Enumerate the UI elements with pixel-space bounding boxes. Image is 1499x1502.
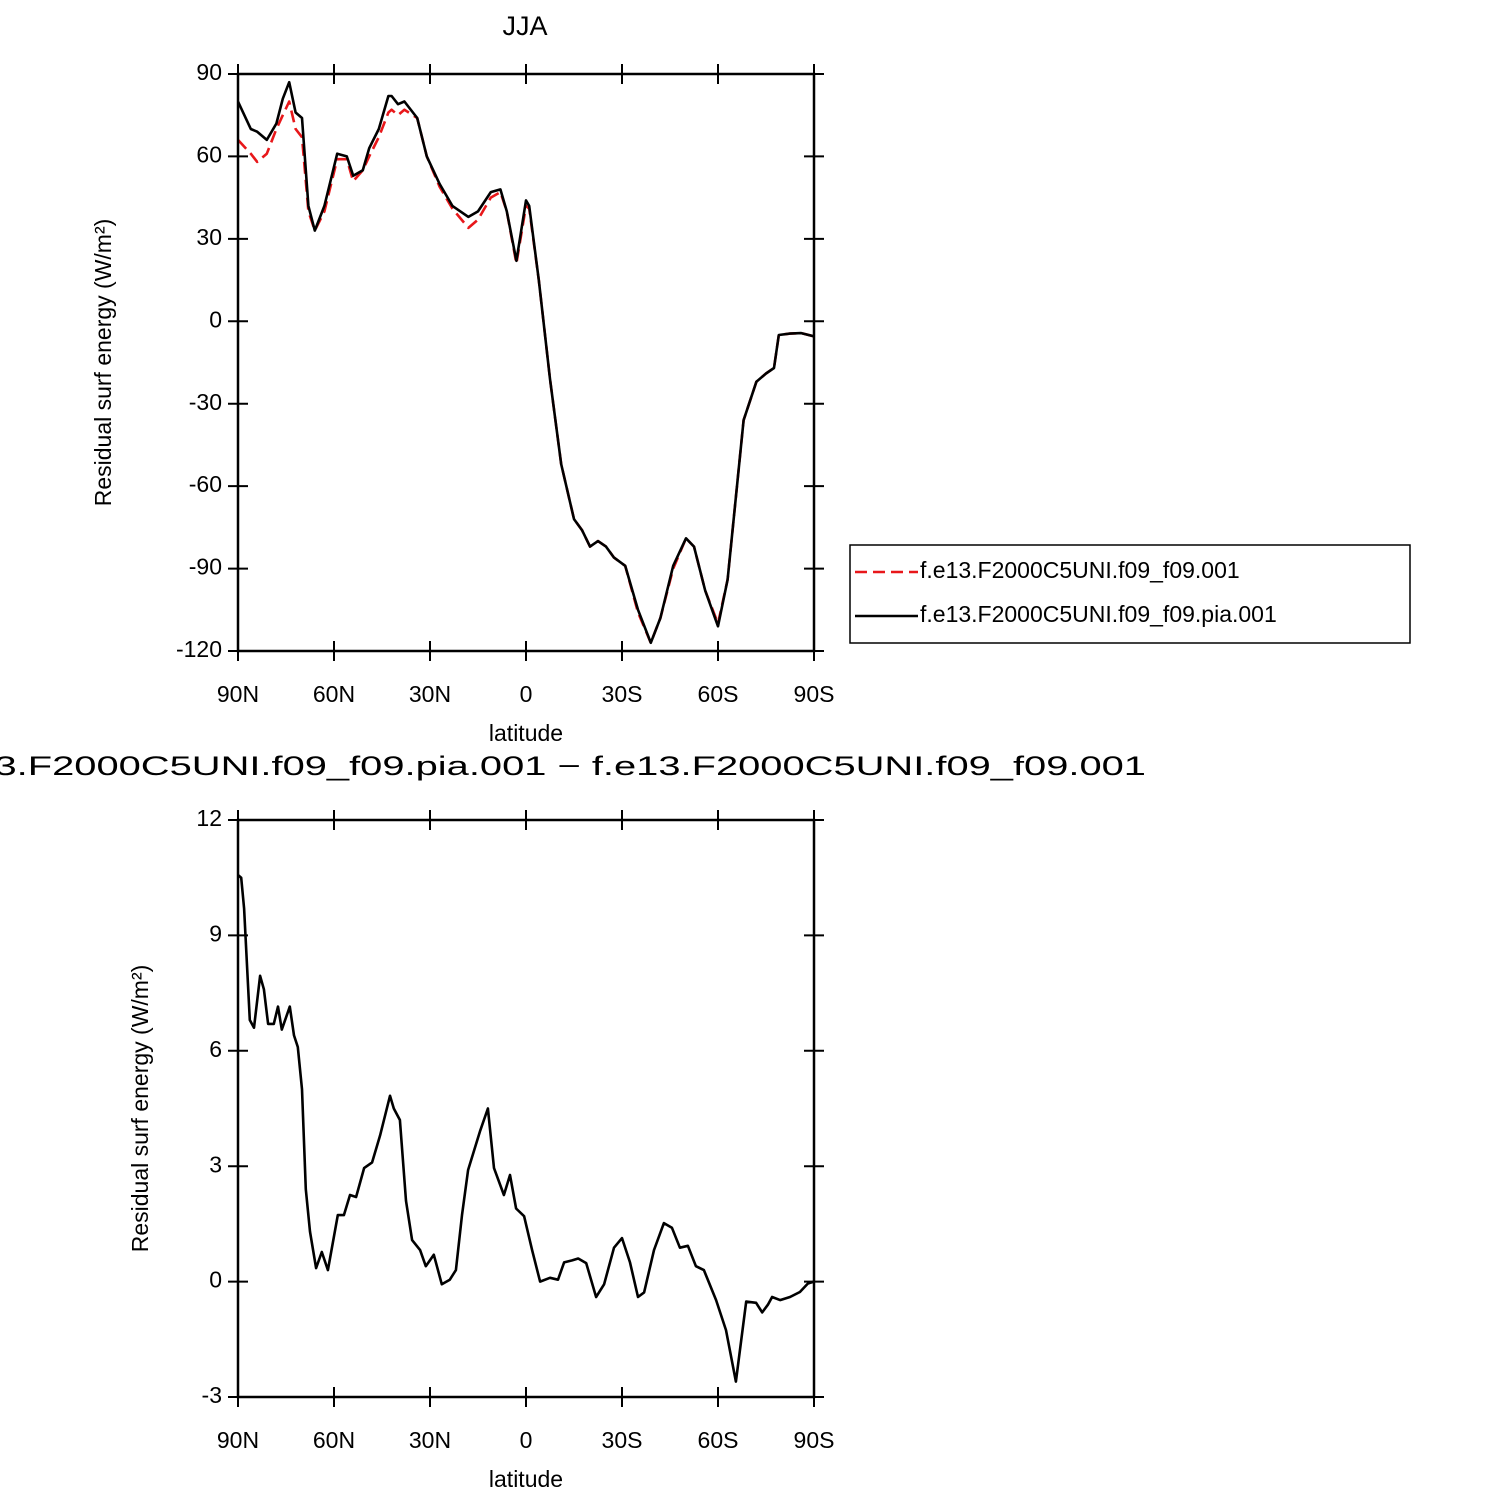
y-tick-label: 60 — [196, 142, 222, 168]
x-tick-label: 30S — [602, 681, 643, 707]
chart-title: f.e13.F2000C5UNI.f09_f09.pia.001 − f.e13… — [0, 751, 1146, 781]
x-tick-label: 30N — [409, 1427, 451, 1453]
x-tick-label: 60N — [313, 681, 355, 707]
legend-label: f.e13.F2000C5UNI.f09_f09.001 — [920, 557, 1240, 583]
y-tick-label: 3 — [209, 1151, 222, 1177]
x-tick-label: 90S — [794, 681, 835, 707]
x-tick-label: 60S — [698, 681, 739, 707]
y-tick-label: 0 — [209, 1267, 222, 1293]
x-tick-label: 30N — [409, 681, 451, 707]
y-tick-label: -3 — [202, 1382, 222, 1408]
x-axis-label: latitude — [489, 1466, 563, 1492]
y-axis-label: Residual surf energy (W/m²) — [90, 219, 116, 507]
y-tick-label: -90 — [189, 554, 222, 580]
plot-frame — [236, 72, 816, 653]
x-tick-label: 0 — [520, 1427, 533, 1453]
legend-box — [849, 544, 1411, 644]
chart-title: JJA — [502, 11, 547, 41]
y-tick-label: 6 — [209, 1036, 222, 1062]
data-line — [238, 80, 814, 645]
x-tick-label: 60N — [313, 1427, 355, 1453]
y-axis-label: Residual surf energy (W/m²) — [127, 965, 153, 1253]
y-tick-label: 90 — [196, 59, 222, 85]
data-line — [238, 874, 814, 1383]
y-tick-label: 0 — [209, 306, 222, 332]
x-axis-label: latitude — [489, 720, 563, 746]
y-tick-label: -30 — [189, 389, 222, 415]
y-tick-label: -120 — [176, 636, 222, 662]
x-tick-label: 0 — [520, 681, 533, 707]
x-tick-label: 90N — [217, 681, 259, 707]
y-tick-label: 30 — [196, 224, 222, 250]
y-tick-label: -60 — [189, 471, 222, 497]
plot-frame — [236, 818, 816, 1399]
x-tick-label: 90N — [217, 1427, 259, 1453]
data-line — [238, 100, 814, 645]
x-tick-label: 30S — [602, 1427, 643, 1453]
legend-label: f.e13.F2000C5UNI.f09_f09.pia.001 — [920, 601, 1277, 627]
x-tick-label: 60S — [698, 1427, 739, 1453]
y-tick-label: 9 — [209, 920, 222, 946]
y-tick-label: 12 — [196, 805, 222, 831]
x-tick-label: 90S — [794, 1427, 835, 1453]
